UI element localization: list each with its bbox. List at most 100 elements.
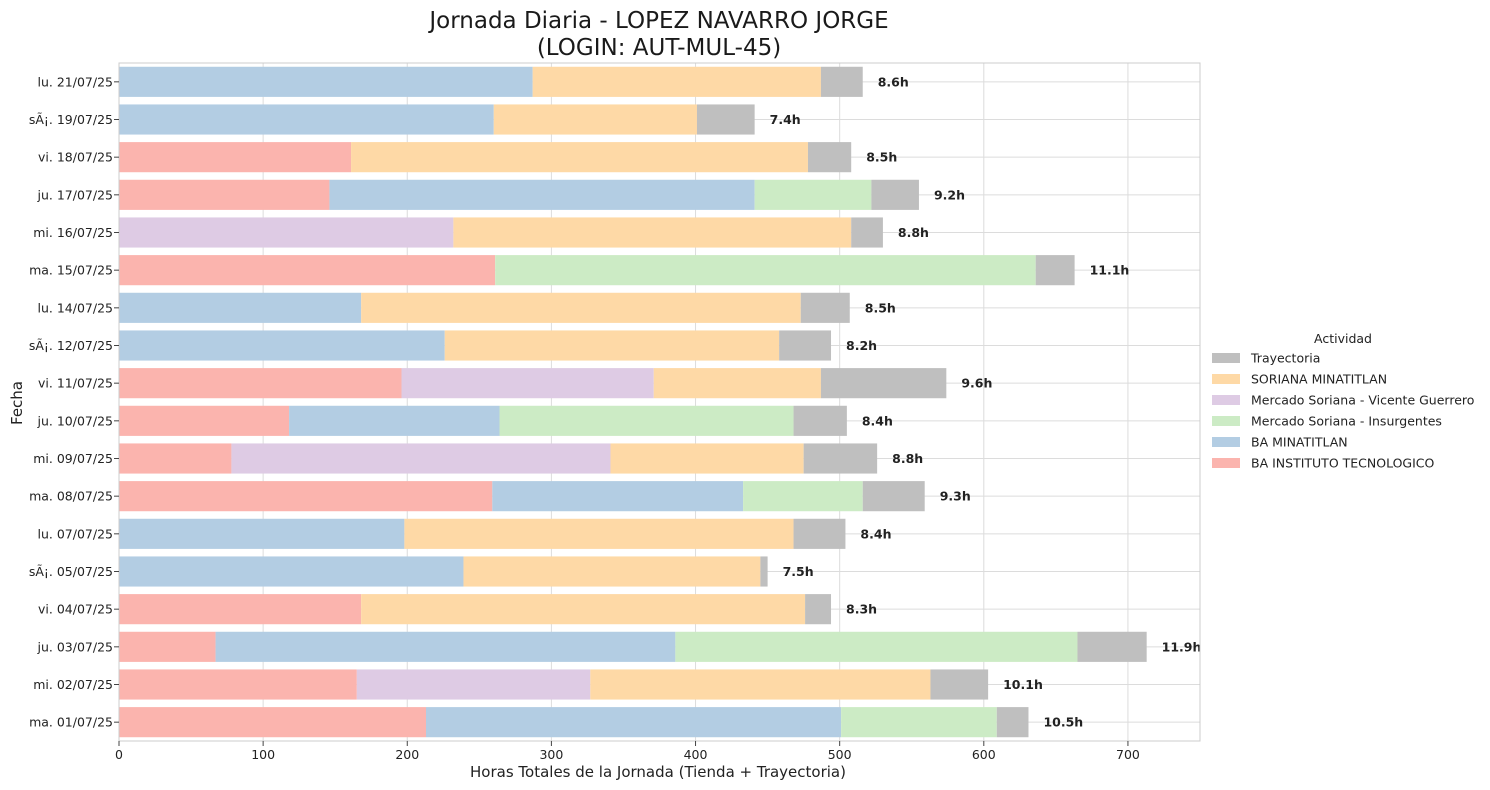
y-tick-label: ma. 01/07/25	[29, 715, 113, 730]
bar-segment-mercado-soriana-insurgentes	[841, 707, 997, 738]
bar-segment-mercado-soriana-vicente-guerrero	[231, 443, 611, 474]
x-tick-label: 100	[251, 747, 275, 762]
bar-segment-soriana-minatitlan	[532, 66, 821, 97]
legend: Actividad Trayectoria SORIANA MINATITLAN M…	[1212, 331, 1474, 471]
x-tick-label: 600	[972, 747, 996, 762]
bar-segment-ba-minatitlan	[215, 631, 676, 662]
bar-segment-trayectoria	[1077, 631, 1147, 662]
bar-segment-soriana-minatitlan	[493, 104, 697, 135]
y-tick-label: vi. 18/07/25	[38, 150, 113, 165]
bar-segment-trayectoria	[803, 443, 878, 474]
bar-segment-ba-minatitlan	[119, 330, 445, 361]
legend-label-mercado-soriana-vicente-guerrero: Mercado Soriana - Vicente Guerrero	[1251, 393, 1474, 408]
y-tick-label: lu. 14/07/25	[38, 300, 113, 315]
bar-segment-ba-minatitlan	[119, 292, 362, 323]
bar-segment-soriana-minatitlan	[361, 292, 801, 323]
y-tick-label: mi. 02/07/25	[33, 677, 113, 692]
bar-segment-ba-instituto-tecnologico	[119, 405, 290, 436]
bar-segment-trayectoria	[760, 556, 768, 587]
bar-total-label: 9.3h	[940, 489, 971, 504]
legend-label-soriana-minatitlan: SORIANA MINATITLAN	[1251, 372, 1387, 387]
plot-frame	[118, 62, 1201, 742]
bar-total-label: 8.3h	[846, 602, 877, 617]
bar-segment-mercado-soriana-vicente-guerrero	[119, 217, 454, 248]
bar-segment-mercado-soriana-insurgentes	[675, 631, 1078, 662]
x-tick-label: 200	[395, 747, 419, 762]
bar-total-label: 11.9h	[1162, 639, 1202, 654]
bar-segment-soriana-minatitlan	[361, 594, 806, 625]
bar-segment-trayectoria	[820, 66, 863, 97]
x-tick-label: 300	[539, 747, 563, 762]
bar-segment-soriana-minatitlan	[453, 217, 852, 248]
bar-segment-trayectoria	[871, 179, 919, 210]
y-tick-label: lu. 07/07/25	[38, 526, 113, 541]
bar-segment-soriana-minatitlan	[404, 518, 794, 549]
x-tick-label: 0	[115, 747, 123, 762]
y-tick-label: vi. 04/07/25	[38, 602, 113, 617]
x-axis-label: Horas Totales de la Jornada (Tienda + Tr…	[470, 763, 846, 781]
bar-segment-ba-instituto-tecnologico	[119, 255, 496, 286]
bar-segment-trayectoria	[996, 707, 1029, 738]
y-tick-label: mi. 09/07/25	[33, 451, 113, 466]
y-tick-label: mi. 16/07/25	[33, 225, 113, 240]
bar-total-label: 10.5h	[1043, 715, 1083, 730]
bar-segment-ba-minatitlan	[119, 518, 405, 549]
legend-label-ba-instituto-tecnologico: BA INSTITUTO TECNOLOGICO	[1251, 456, 1435, 471]
legend-swatch-trayectoria	[1212, 353, 1240, 363]
legend-swatch-mercado-soriana-insurgentes	[1212, 416, 1240, 426]
bar-segment-trayectoria	[696, 104, 755, 135]
bar-total-label: 8.8h	[898, 225, 929, 240]
total-labels: 8.6h 7.4h 8.5h 9.2h 8.8h 11.1h 8.5h 8.2h 9.6h 8.4…	[770, 74, 1202, 729]
bar-segment-ba-instituto-tecnologico	[119, 669, 357, 700]
bar-segment-soriana-minatitlan	[351, 142, 808, 173]
bar-segment-ba-instituto-tecnologico	[119, 142, 352, 173]
bar-segment-ba-instituto-tecnologico	[119, 594, 362, 625]
bars	[119, 66, 1147, 738]
bar-segment-mercado-soriana-vicente-guerrero	[356, 669, 591, 700]
bar-total-label: 10.1h	[1003, 677, 1043, 692]
bar-total-label: 11.1h	[1090, 263, 1130, 278]
bar-total-label: 8.6h	[878, 74, 909, 89]
bar-segment-ba-instituto-tecnologico	[119, 707, 427, 738]
chart-title-line1: Jornada Diaria - LOPEZ NAVARRO JORGE	[427, 8, 888, 34]
bar-segment-ba-minatitlan	[492, 481, 744, 512]
legend-swatch-ba-minatitlan	[1212, 437, 1240, 447]
chart-title-line2: (LOGIN: AUT-MUL-45)	[537, 35, 781, 61]
bar-total-label: 8.5h	[866, 150, 897, 165]
x-tick-label: 700	[1116, 747, 1140, 762]
y-tick-label: ju. 03/07/25	[37, 639, 113, 654]
y-axis-label: Fecha	[8, 381, 26, 425]
bar-segment-trayectoria	[862, 481, 925, 512]
bar-total-label: 8.4h	[862, 413, 893, 428]
bar-segment-ba-minatitlan	[426, 707, 842, 738]
bar-segment-trayectoria	[807, 142, 852, 173]
y-tick-label: lu. 21/07/25	[38, 74, 113, 89]
bar-total-label: 8.5h	[865, 300, 896, 315]
bar-segment-ba-minatitlan	[119, 66, 533, 97]
y-tick-label: ma. 15/07/25	[29, 263, 113, 278]
bar-segment-ba-instituto-tecnologico	[119, 481, 493, 512]
y-tick-label: vi. 11/07/25	[38, 376, 113, 391]
bar-segment-mercado-soriana-insurgentes	[754, 179, 872, 210]
bar-segment-mercado-soriana-insurgentes	[743, 481, 863, 512]
bar-segment-trayectoria	[851, 217, 883, 248]
bar-total-label: 8.2h	[846, 338, 877, 353]
y-tick-label: sÃ¡. 12/07/25	[29, 338, 113, 353]
x-tick-label: 400	[684, 747, 708, 762]
bar-segment-trayectoria	[930, 669, 989, 700]
legend-swatch-soriana-minatitlan	[1212, 374, 1240, 384]
bar-segment-mercado-soriana-vicente-guerrero	[401, 368, 654, 399]
bar-segment-ba-minatitlan	[289, 405, 500, 436]
y-tick-label: sÃ¡. 05/07/25	[29, 564, 113, 579]
bar-segment-mercado-soriana-insurgentes	[499, 405, 794, 436]
bar-total-label: 7.5h	[783, 564, 814, 579]
bar-segment-trayectoria	[1035, 255, 1075, 286]
bar-segment-mercado-soriana-insurgentes	[495, 255, 1036, 286]
bar-total-label: 7.4h	[770, 112, 801, 127]
bar-segment-trayectoria	[793, 518, 846, 549]
bar-segment-ba-minatitlan	[119, 104, 494, 135]
bar-segment-soriana-minatitlan	[653, 368, 821, 399]
x-tick-labels: 0 100 200 300 400 500 600 700	[115, 741, 1140, 762]
bar-segment-trayectoria	[805, 594, 832, 625]
